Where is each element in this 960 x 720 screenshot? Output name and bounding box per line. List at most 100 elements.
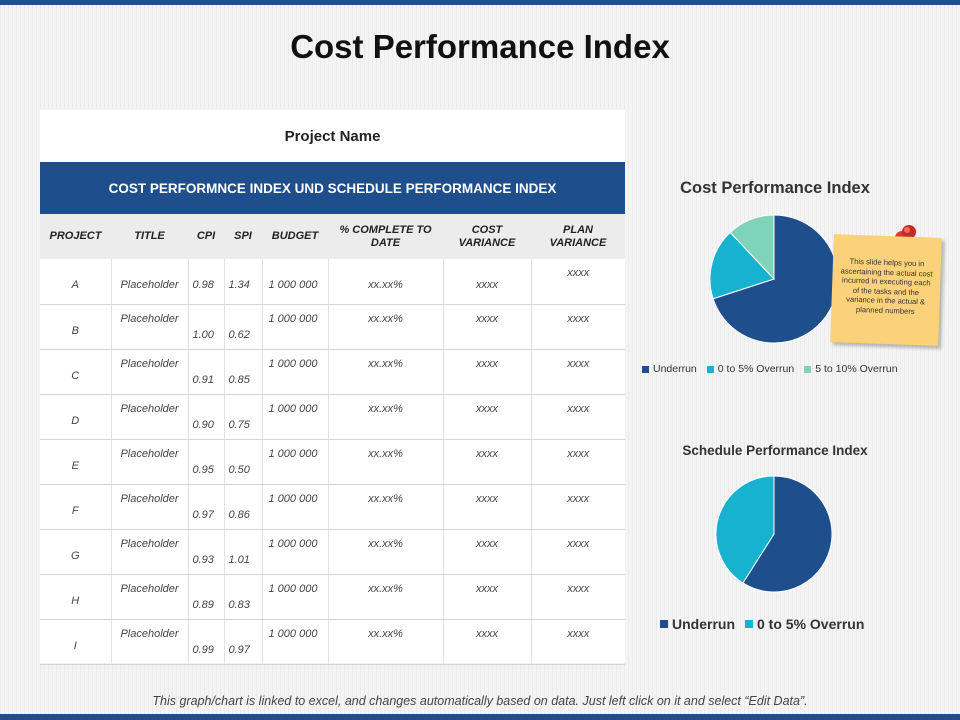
- header-budget: BUDGET: [262, 214, 328, 259]
- page-title: Cost Performance Index: [290, 28, 670, 65]
- cell-title: Placeholder: [111, 439, 189, 485]
- cell-project: G: [40, 529, 112, 575]
- cell-plan-variance: xxxx: [531, 349, 625, 395]
- table-banner: COST PERFORMNCE INDEX UND SCHEDULE PERFO…: [40, 162, 625, 214]
- performance-table: Project Name COST PERFORMNCE INDEX UND S…: [40, 110, 625, 665]
- cell-budget: 1 000 000: [262, 619, 329, 665]
- table-row: G Placeholder 0.93 1.01 1 000 000 xx.xx% xxxx x…: [40, 529, 625, 575]
- cell-plan-variance: xxxx: [531, 529, 625, 575]
- legend-item: Underrun: [660, 616, 735, 632]
- cell-project: C: [40, 349, 112, 395]
- header-cpi: CPI: [188, 214, 224, 259]
- cell-project: I: [40, 619, 112, 665]
- footer-note: This graph/chart is linked to excel, and…: [152, 694, 808, 708]
- legend-item: 0 to 5% Overrun: [706, 363, 795, 375]
- cell-project: E: [40, 439, 112, 485]
- project-name-header: Project Name: [284, 127, 381, 145]
- table-row: D Placeholder 0.90 0.75 1 000 000 xx.xx% xxxx x…: [40, 394, 625, 440]
- cell-budget: 1 000 000: [262, 304, 329, 350]
- cell-title: Placeholder: [111, 304, 189, 350]
- cell-cpi: 0.93: [188, 529, 225, 575]
- table-row: H Placeholder 0.89 0.83 1 000 000 xx.xx% xxxx x…: [40, 574, 625, 620]
- cell-spi: 1.34: [224, 259, 263, 305]
- cell-title: Placeholder: [111, 574, 189, 620]
- cell-title: Placeholder: [111, 484, 189, 530]
- cell-budget: 1 000 000: [262, 574, 329, 620]
- cpi-legend: Underrun 0 to 5% Overrun 5 to 10% Overrun: [642, 363, 908, 375]
- cell-title: Placeholder: [111, 394, 189, 440]
- legend-swatch: [804, 365, 812, 373]
- pie-slice-0-to-5-overrun: [715, 475, 775, 584]
- cell-complete: xx.xx%: [328, 259, 444, 305]
- table-row: F Placeholder 0.97 0.86 1 000 000 xx.xx% xxxx x…: [40, 484, 625, 530]
- header-cost-variance: COST VARIANCE: [443, 214, 531, 259]
- header-complete: % COMPLETE TO DATE: [328, 214, 443, 259]
- header-title: TITLE: [111, 214, 188, 259]
- cell-project: A: [40, 259, 112, 305]
- cell-project: D: [40, 394, 112, 440]
- cell-plan-variance: xxxx: [531, 259, 625, 305]
- cell-plan-variance: xxxx: [531, 619, 625, 665]
- table-row: B Placeholder 1.00 0.62 1 000 000 xx.xx% xxxx x…: [40, 304, 625, 350]
- pie-slice-0-to-5-overrun: [709, 231, 775, 300]
- header-spi: SPI: [224, 214, 262, 259]
- cell-cost-variance: xxxx: [443, 259, 532, 305]
- legend-swatch: [642, 365, 649, 373]
- cell-plan-variance: xxxx: [531, 574, 625, 620]
- cell-budget: 1 000 000: [262, 484, 329, 530]
- table-row: A Placeholder 0.98 1.34 1 000 000 xx.xx% xxxx x…: [40, 259, 625, 305]
- legend-item: Underrun: [642, 363, 697, 375]
- cell-title: Placeholder: [111, 529, 189, 575]
- cell-budget: 1 000 000: [262, 259, 329, 305]
- spi-chart-title: Schedule Performance Index: [682, 443, 868, 458]
- cell-cpi: 0.97: [188, 484, 225, 530]
- cell-cost-variance: xxxx: [443, 304, 532, 350]
- cell-complete: xx.xx%: [328, 574, 444, 620]
- cell-cost-variance: xxxx: [443, 529, 532, 575]
- cell-complete: xx.xx%: [328, 349, 444, 395]
- cell-complete: xx.xx%: [328, 304, 444, 350]
- legend-item: 0 to 5% Overrun: [745, 616, 864, 632]
- cell-cost-variance: xxxx: [443, 484, 532, 530]
- cell-budget: 1 000 000: [262, 529, 329, 575]
- table-row: I Placeholder 0.99 0.97 1 000 000 xx.xx% xxxx x…: [40, 619, 625, 665]
- sticky-note: This slide helps you in ascertaining the…: [830, 234, 942, 346]
- cell-spi: 0.85: [224, 349, 263, 395]
- cell-complete: xx.xx%: [328, 394, 444, 440]
- pie-slice-underrun: [742, 475, 833, 593]
- cell-plan-variance: xxxx: [531, 304, 625, 350]
- cell-cost-variance: xxxx: [443, 349, 532, 395]
- table-row: C Placeholder 0.91 0.85 1 000 000 xx.xx% xxxx x…: [40, 349, 625, 395]
- cell-spi: 0.86: [224, 484, 263, 530]
- cell-spi: 0.97: [224, 619, 263, 665]
- cell-spi: 0.75: [224, 394, 263, 440]
- cell-project: B: [40, 304, 112, 350]
- cell-spi: 0.50: [224, 439, 263, 485]
- spi-legend: Underrun 0 to 5% Overrun: [660, 616, 874, 632]
- pie-slice-5-to-10-overrun: [729, 214, 775, 281]
- table-row: E Placeholder 0.95 0.50 1 000 000 xx.xx% xxxx x…: [40, 439, 625, 485]
- pie-slice-underrun: [712, 214, 839, 344]
- legend-label: Underrun: [672, 616, 735, 632]
- cell-title: Placeholder: [111, 349, 189, 395]
- cell-cost-variance: xxxx: [443, 394, 532, 440]
- column-header-row: PROJECT TITLE CPI SPI BUDGET% COMPLETE TO DA…: [40, 214, 625, 259]
- cell-complete: xx.xx%: [328, 529, 444, 575]
- cell-complete: xx.xx%: [328, 619, 444, 665]
- legend-label: 5 to 10% Overrun: [815, 363, 898, 375]
- cell-title: Placeholder: [111, 259, 189, 305]
- cell-complete: xx.xx%: [328, 484, 444, 530]
- cell-plan-variance: xxxx: [531, 439, 625, 485]
- cell-cpi: 0.95: [188, 439, 225, 485]
- cell-project: H: [40, 574, 112, 620]
- legend-label: 0 to 5% Overrun: [717, 363, 795, 375]
- cell-cost-variance: xxxx: [443, 574, 532, 620]
- cell-title: Placeholder: [111, 619, 189, 665]
- cell-cpi: 0.90: [188, 394, 225, 440]
- cell-cost-variance: xxxx: [443, 439, 532, 485]
- legend-swatch: [745, 620, 753, 628]
- legend-label: 0 to 5% Overrun: [757, 616, 865, 632]
- cell-project: F: [40, 484, 112, 530]
- cell-budget: 1 000 000: [262, 349, 329, 395]
- cell-cost-variance: xxxx: [443, 619, 532, 665]
